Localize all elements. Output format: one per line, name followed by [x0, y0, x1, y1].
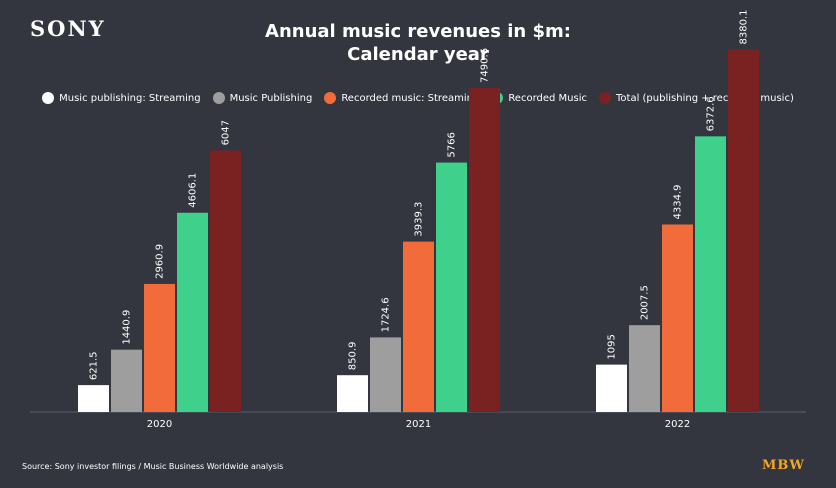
mbw-logo: MBW — [762, 458, 805, 473]
data-label: 6372.6 — [706, 96, 717, 131]
bar — [177, 212, 208, 412]
data-label: 4334.9 — [673, 184, 684, 219]
x-tick-label: 2021 — [406, 419, 431, 430]
legend-label: Total (publishing + recorded music) — [616, 92, 794, 104]
x-tick-label: 2022 — [665, 419, 690, 430]
chart-title: Annual music revenues in $m: Calendar ye… — [0, 20, 836, 66]
data-label: 7490.6 — [480, 48, 491, 83]
bar — [662, 224, 693, 412]
bar — [403, 241, 434, 412]
legend-swatch — [324, 92, 337, 104]
bar — [370, 337, 401, 412]
legend-label: Recorded music: Streaming — [341, 92, 480, 104]
data-label: 2960.9 — [155, 244, 166, 279]
legend-label: Music publishing: Streaming — [59, 92, 201, 104]
sony-logo: SONY — [30, 16, 106, 41]
data-label: 850.9 — [348, 342, 359, 371]
data-label: 1095 — [607, 334, 618, 359]
data-label: 8380.1 — [739, 10, 750, 45]
legend-item: Recorded music: Streaming — [324, 92, 479, 104]
bar — [111, 349, 142, 412]
bar — [144, 283, 175, 412]
bar — [728, 49, 759, 412]
bar — [596, 364, 627, 412]
data-label: 4606.1 — [188, 173, 199, 208]
data-label: 5766 — [447, 132, 458, 157]
data-label: 621.5 — [89, 351, 100, 380]
bar — [436, 162, 467, 412]
legend-item: Music publishing: Streaming — [42, 92, 201, 104]
chart-title-line-2: Calendar year — [347, 44, 489, 65]
legend-item: Music Publishing — [212, 92, 313, 104]
legend-swatch — [599, 92, 611, 104]
bar — [337, 375, 368, 412]
bar — [210, 150, 241, 412]
legend-label: Recorded Music — [508, 92, 587, 104]
legend-label: Music Publishing — [229, 92, 313, 104]
chart-title-line-1: Annual music revenues in $m: — [265, 21, 571, 42]
legend-item: Total (publishing + recorded music) — [599, 92, 794, 104]
data-label: 3939.3 — [414, 202, 425, 237]
x-tick-label: 2020 — [147, 419, 172, 430]
bar — [78, 385, 109, 412]
bar — [469, 87, 500, 412]
bar — [629, 325, 660, 412]
legend-swatch — [42, 92, 55, 104]
data-label: 2007.5 — [640, 285, 651, 320]
data-label: 6047 — [221, 120, 232, 145]
source-note: Source: Sony investor filings / Music Bu… — [22, 462, 284, 471]
data-label: 1724.6 — [381, 297, 392, 332]
legend-swatch — [212, 92, 225, 104]
bar — [695, 136, 726, 412]
data-label: 1440.9 — [122, 310, 133, 345]
